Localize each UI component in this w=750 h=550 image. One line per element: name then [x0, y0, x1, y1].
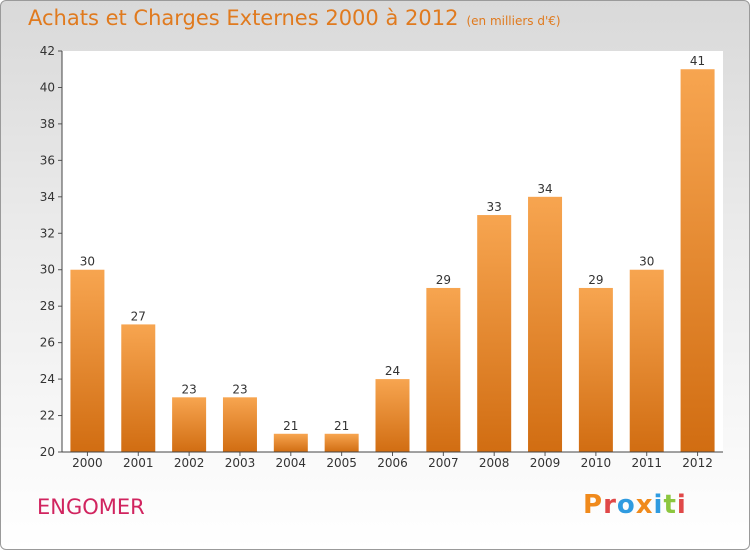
y-tick-label: 28 — [40, 299, 55, 313]
x-tick-label: 2000 — [72, 456, 103, 470]
bar — [172, 397, 207, 452]
chart-title: Achats et Charges Externes 2000 à 2012 (e… — [28, 6, 561, 30]
bar — [680, 69, 715, 453]
proxiti-logo: Proxiti — [583, 490, 687, 520]
commune-name: ENGOMER — [37, 495, 145, 519]
y-tick-label: 36 — [40, 153, 55, 167]
y-tick-label: 22 — [40, 409, 55, 423]
bar-value-label: 23 — [181, 382, 196, 396]
y-tick-label: 42 — [40, 44, 55, 58]
bar-value-label: 34 — [537, 182, 552, 196]
bar — [578, 287, 613, 452]
x-tick-label: 2005 — [326, 456, 357, 470]
logo-letter: i — [653, 490, 664, 520]
y-tick-label: 20 — [40, 445, 55, 459]
bar-value-label: 23 — [232, 382, 247, 396]
y-tick-label: 38 — [40, 117, 55, 131]
bar — [222, 397, 257, 452]
bar — [121, 324, 156, 452]
logo-letter: i — [676, 490, 687, 520]
bar — [375, 379, 410, 452]
y-tick-label: 32 — [40, 226, 55, 240]
logo-letter: x — [635, 490, 654, 520]
y-tick-label: 40 — [40, 80, 55, 94]
bar — [324, 433, 359, 452]
x-tick-label: 2004 — [276, 456, 307, 470]
bar — [629, 269, 664, 452]
y-tick-label: 24 — [40, 372, 55, 386]
logo-letter: r — [603, 490, 617, 520]
bar-value-label: 30 — [639, 255, 654, 269]
x-tick-label: 2009 — [530, 456, 561, 470]
bar-value-label: 24 — [385, 364, 400, 378]
bar — [426, 287, 461, 452]
bar-value-label: 27 — [131, 309, 146, 323]
bar — [528, 196, 563, 452]
bar-value-label: 21 — [334, 419, 349, 433]
bar-value-label: 29 — [588, 273, 603, 287]
bar-value-label: 30 — [80, 255, 95, 269]
logo-letter: t — [663, 490, 677, 520]
title-unit: (en milliers d'€) — [466, 14, 561, 28]
logo-letter: o — [616, 490, 636, 520]
bar-value-label: 41 — [690, 54, 705, 68]
bar — [477, 215, 512, 452]
x-tick-label: 2008 — [479, 456, 510, 470]
bar — [273, 433, 308, 452]
x-tick-label: 2003 — [225, 456, 256, 470]
x-tick-label: 2002 — [174, 456, 205, 470]
x-tick-label: 2011 — [631, 456, 662, 470]
bar-value-label: 29 — [436, 273, 451, 287]
y-tick-label: 34 — [40, 190, 55, 204]
x-tick-label: 2012 — [682, 456, 713, 470]
x-tick-label: 2001 — [123, 456, 154, 470]
y-tick-label: 26 — [40, 336, 55, 350]
bar-value-label: 21 — [283, 419, 298, 433]
logo-letter: P — [583, 490, 604, 520]
title-text: Achats et Charges Externes 2000 à 2012 — [28, 6, 459, 30]
bar — [70, 269, 105, 452]
bar-value-label: 33 — [487, 200, 502, 214]
y-tick-label: 30 — [40, 263, 55, 277]
x-tick-label: 2010 — [581, 456, 612, 470]
x-tick-label: 2006 — [377, 456, 408, 470]
x-tick-label: 2007 — [428, 456, 459, 470]
